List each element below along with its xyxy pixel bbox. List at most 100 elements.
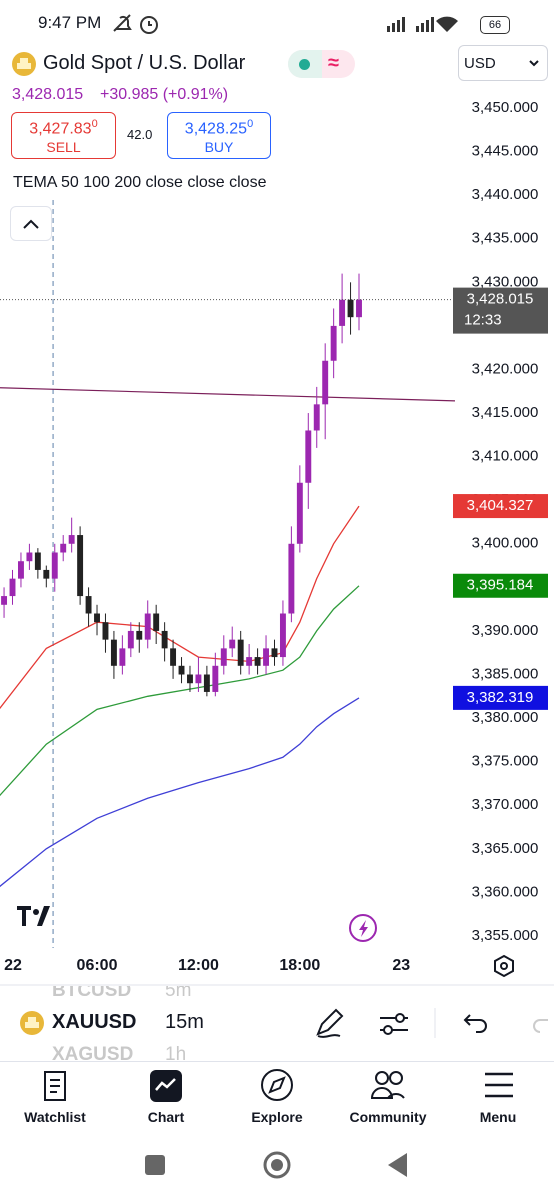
candle-body — [26, 552, 33, 562]
y-tick-label: 3,400.000 — [472, 535, 539, 552]
indicator-badge-label: 3,404.327 — [467, 497, 534, 514]
y-tick-label: 3,385.000 — [472, 665, 539, 682]
sell-button[interactable]: 3,427.830 SELL — [11, 112, 116, 159]
candle-body — [263, 648, 269, 666]
last-price: 3,428.015 — [12, 86, 84, 103]
candle-body — [305, 430, 312, 483]
candle-body — [110, 639, 117, 666]
candle-body — [195, 674, 202, 684]
y-tick-label: 3,415.000 — [472, 404, 539, 421]
indicator-line — [0, 697, 360, 888]
system-nav — [145, 1151, 407, 1179]
candle-body — [339, 299, 346, 326]
currency-select[interactable]: USD — [458, 45, 548, 81]
battery: 66 — [480, 16, 510, 34]
nav-item[interactable]: Chart — [147, 1109, 185, 1125]
candle-body — [279, 613, 286, 658]
home-button[interactable] — [263, 1151, 291, 1179]
y-tick-label: 3,430.000 — [472, 273, 539, 290]
candle-body — [296, 482, 303, 544]
nav-item[interactable]: Menu — [479, 1109, 517, 1125]
y-tick-label: 3,360.000 — [472, 883, 539, 900]
candle-body — [170, 648, 177, 666]
indicator-legend[interactable]: TEMA 50 100 200 close close close — [13, 174, 267, 191]
nav-item[interactable]: Watchlist — [24, 1109, 86, 1125]
prev-interval[interactable]: 5m — [165, 986, 192, 1001]
candle-body — [60, 543, 67, 553]
candle-body — [313, 404, 320, 431]
candle-body — [356, 299, 362, 318]
candle-body — [144, 613, 151, 640]
sell-pip: 0 — [91, 118, 98, 130]
candle-body — [43, 569, 50, 579]
symbol-bar: BTCUSD 5m XAUUSD 15m XAGUSD 1h — [0, 986, 554, 1062]
candle-body — [330, 325, 337, 361]
indicator-badge — [453, 494, 548, 519]
indicator-badge — [453, 685, 548, 710]
candle-body — [161, 630, 168, 649]
nav-item[interactable]: Community — [349, 1109, 427, 1125]
last-price-badge — [453, 287, 548, 334]
candle-body — [153, 613, 160, 631]
x-tick-label: 18:00 — [279, 957, 320, 974]
indicator-line — [0, 585, 360, 797]
undo-button[interactable] — [463, 1014, 487, 1033]
back-button[interactable] — [388, 1153, 407, 1177]
draw-button[interactable] — [316, 1008, 344, 1038]
next-symbol[interactable]: XAGUSD — [52, 1044, 134, 1062]
candle-body — [237, 639, 244, 666]
indicator-settings[interactable] — [380, 1013, 408, 1035]
spread: 42.0 — [127, 127, 153, 142]
sell-label: SELL — [46, 139, 81, 156]
next-interval[interactable]: 1h — [165, 1044, 187, 1062]
status-icons — [113, 14, 158, 34]
last-price-label: 3,428.015 — [467, 291, 534, 308]
settings-button[interactable] — [494, 954, 514, 978]
market-status-pill[interactable]: ≈ — [288, 50, 355, 78]
indicator-badge-label: 3,395.184 — [467, 577, 534, 594]
y-tick-label: 3,435.000 — [472, 230, 539, 247]
chart: 3,355.000 3,360.000 3,365.000 3,370.000 3,37… — [0, 99, 554, 986]
candle-body — [18, 561, 24, 579]
collapse-button[interactable] — [10, 206, 52, 241]
buy-button[interactable]: 3,428.250 BUY — [167, 112, 271, 159]
candle-body — [94, 613, 100, 623]
candle-body — [85, 596, 92, 614]
candle-body — [271, 648, 278, 658]
y-tick-label: 3,450.000 — [472, 99, 539, 116]
candle-body — [187, 674, 193, 684]
toolbar — [316, 1008, 548, 1038]
candle-body — [203, 674, 210, 692]
candle-body — [34, 552, 41, 570]
candle-body — [1, 596, 8, 605]
interval[interactable]: 15m — [165, 1011, 204, 1033]
candle-body — [51, 552, 58, 579]
status-time: 9:47 PM — [38, 13, 102, 32]
trend-line — [0, 387, 455, 402]
nav-item[interactable]: Explore — [251, 1109, 303, 1125]
y-tick-label: 3,440.000 — [472, 186, 539, 203]
divider — [0, 1061, 554, 1062]
candle-body — [9, 578, 16, 597]
prev-symbol[interactable]: BTCUSD — [52, 986, 132, 1001]
gold-icon — [12, 52, 36, 76]
redo-button[interactable] — [533, 1019, 548, 1033]
symbol-title[interactable]: Gold Spot / U.S. Dollar — [43, 52, 246, 74]
candle-body — [178, 665, 185, 675]
recents-button[interactable] — [145, 1155, 165, 1175]
candle-body — [68, 535, 75, 544]
candle-body — [347, 299, 354, 318]
nav-icons — [44, 1069, 513, 1102]
currency: USD — [464, 55, 496, 72]
lightning-button[interactable] — [349, 914, 377, 942]
symbol[interactable]: XAUUSD — [52, 1011, 137, 1033]
y-tick-label: 3,370.000 — [472, 796, 539, 813]
y-tick-label: 3,420.000 — [472, 360, 539, 377]
candle-body — [254, 657, 261, 666]
y-tick-label: 3,375.000 — [472, 753, 539, 770]
candle-body — [246, 657, 253, 666]
candle-body — [212, 665, 219, 692]
y-tick-label: 3,380.000 — [472, 709, 539, 726]
buy-pip: 0 — [247, 118, 254, 130]
